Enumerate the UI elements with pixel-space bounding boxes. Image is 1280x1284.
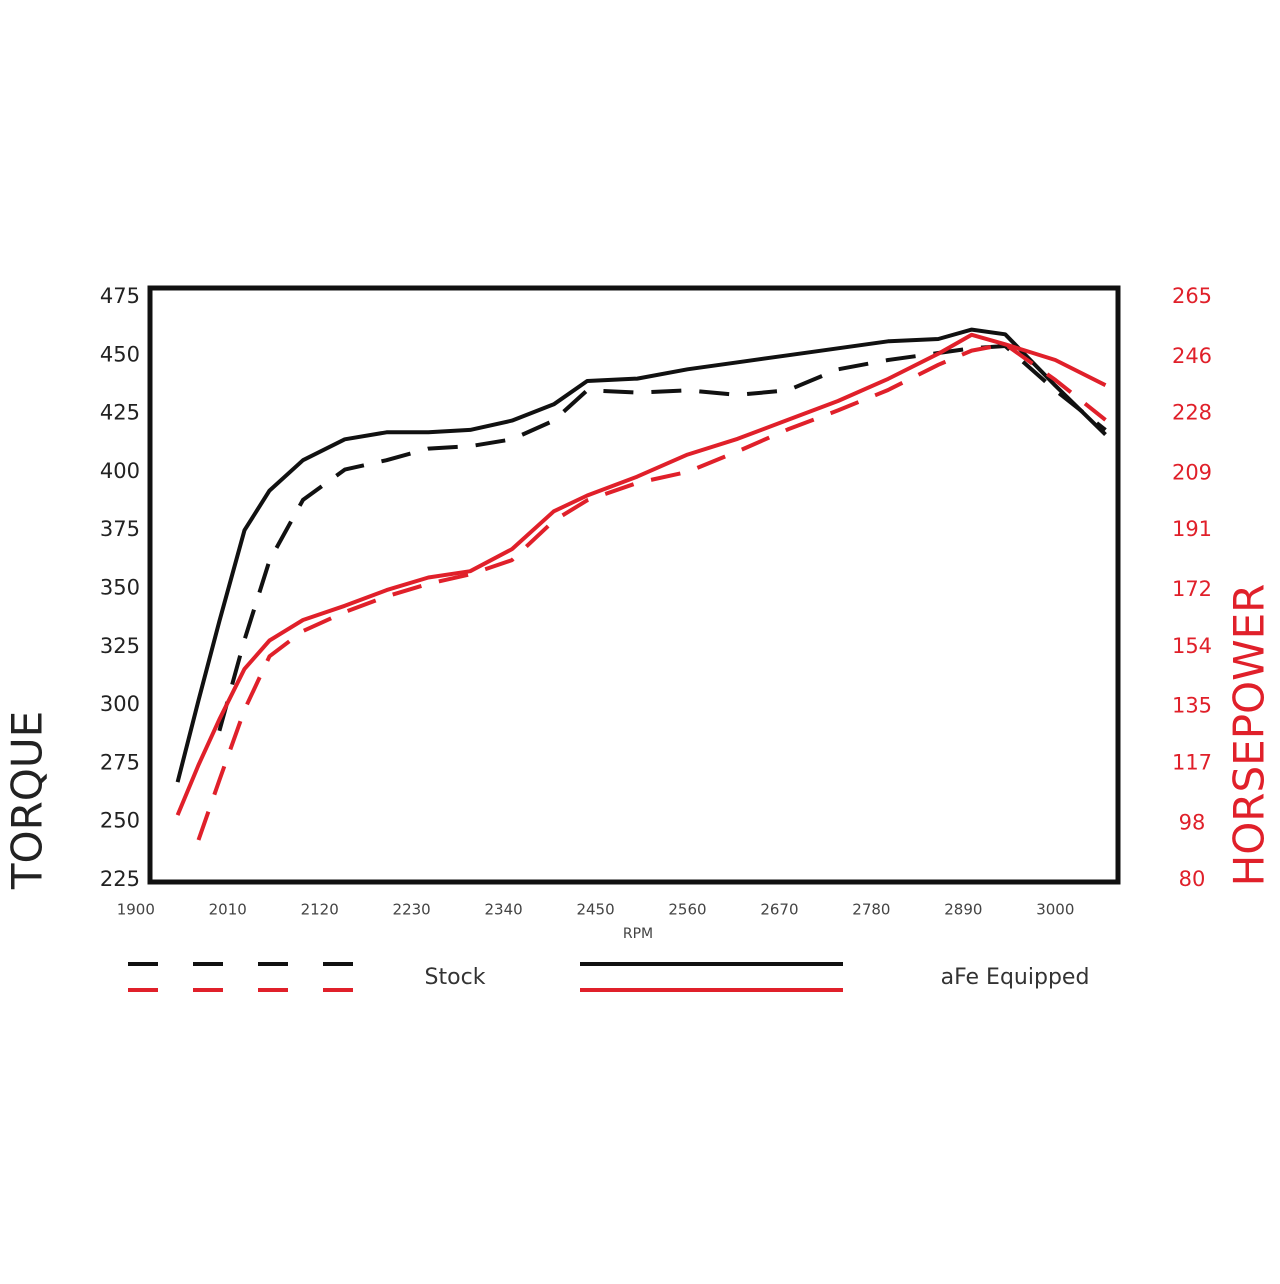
y-tick-label: 400 bbox=[100, 459, 140, 483]
y2-axis-title: HORSEPOWER bbox=[1225, 584, 1274, 887]
y2-tick-label: 209 bbox=[1172, 460, 1212, 484]
y2-tick-label: 154 bbox=[1172, 634, 1212, 658]
x-tick-label: 2670 bbox=[760, 901, 798, 919]
y2-tick-label: 117 bbox=[1172, 750, 1212, 774]
x-tick-label: 2340 bbox=[485, 901, 523, 919]
x-tick-label: 2010 bbox=[209, 901, 247, 919]
y-tick-label: 425 bbox=[100, 401, 140, 425]
x-axis-title: RPM bbox=[623, 926, 653, 942]
x-tick-label: 3000 bbox=[1036, 901, 1074, 919]
legend-label: aFe Equipped bbox=[941, 965, 1090, 990]
series-line bbox=[175, 332, 1107, 816]
y2-tick-label: 135 bbox=[1172, 694, 1212, 718]
y-tick-label: 325 bbox=[100, 634, 140, 658]
y-tick-label: 450 bbox=[100, 342, 140, 366]
y2-tick-label: 191 bbox=[1172, 517, 1212, 541]
x-tick-label: 2560 bbox=[668, 901, 706, 919]
y-tick-label: 375 bbox=[100, 517, 140, 541]
x-tick-label: 2120 bbox=[301, 901, 339, 919]
y2-tick-label: 172 bbox=[1172, 577, 1212, 601]
y2-tick-label: 265 bbox=[1172, 284, 1212, 308]
curves bbox=[175, 327, 1107, 841]
y-tick-label: 275 bbox=[100, 750, 140, 774]
plot-frame bbox=[147, 285, 1121, 885]
x-tick-label: 2450 bbox=[576, 901, 614, 919]
series-line bbox=[196, 342, 1107, 841]
legend-label: Stock bbox=[425, 965, 486, 990]
y-tick-label: 250 bbox=[100, 809, 140, 833]
y2-tick-label: 98 bbox=[1179, 810, 1206, 834]
series-line bbox=[175, 327, 1107, 783]
y-tick-label: 300 bbox=[100, 692, 140, 716]
x-tick-label: 1900 bbox=[117, 901, 155, 919]
y-tick-label: 475 bbox=[100, 284, 140, 308]
y-axis-title: TORQUE bbox=[3, 711, 52, 890]
y-tick-label: 225 bbox=[100, 867, 140, 891]
x-tick-label: 2230 bbox=[393, 901, 431, 919]
x-tick-label: 2890 bbox=[944, 901, 982, 919]
y2-tick-label: 80 bbox=[1179, 867, 1206, 891]
x-tick-label: 2780 bbox=[852, 901, 890, 919]
y2-tick-label: 228 bbox=[1172, 401, 1212, 425]
series-line bbox=[217, 344, 1107, 732]
y2-tick-label: 246 bbox=[1172, 344, 1212, 368]
y-tick-label: 350 bbox=[100, 576, 140, 600]
